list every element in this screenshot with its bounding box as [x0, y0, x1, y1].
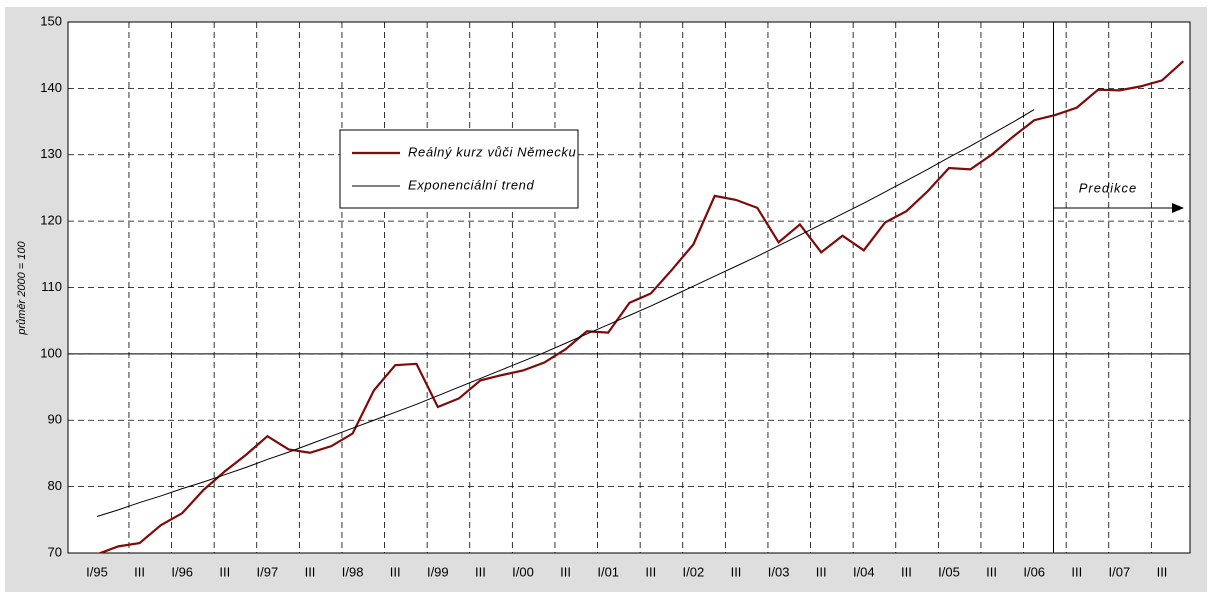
- x-tick-label: I/95: [86, 564, 108, 579]
- y-tick-label: 130: [40, 146, 62, 161]
- y-tick-label: 100: [40, 345, 62, 360]
- y-tick-label: 120: [40, 213, 62, 228]
- x-tick-label: III: [731, 564, 742, 579]
- arrow-head: [1172, 203, 1184, 213]
- x-tick-label: I/00: [512, 564, 534, 579]
- series-group: [96, 60, 1185, 553]
- x-tick-label: I/07: [1109, 564, 1131, 579]
- legend-label: Reálný kurz vůči Německu: [408, 144, 576, 159]
- x-tick-label: I/96: [171, 564, 193, 579]
- x-tick-label: I/06: [1023, 564, 1045, 579]
- y-tick-label: 80: [48, 478, 62, 493]
- x-tick-label: I/99: [427, 564, 449, 579]
- x-tick-label: III: [560, 564, 571, 579]
- x-tick-label: I/02: [683, 564, 705, 579]
- x-tick-label: III: [645, 564, 656, 579]
- x-tick-label: I/01: [597, 564, 619, 579]
- prediction-label: Predikce: [1079, 180, 1138, 195]
- legend-box: [339, 129, 579, 209]
- y-axis-label: průměr 2000 = 100: [16, 240, 28, 335]
- x-tick-label: III: [901, 564, 912, 579]
- x-tick-label: III: [475, 564, 486, 579]
- y-tick-label: 70: [48, 544, 62, 559]
- x-tick-label: III: [219, 564, 230, 579]
- y-tick-label: 150: [40, 13, 62, 28]
- x-tick-label: III: [816, 564, 827, 579]
- x-tick-label: I/04: [853, 564, 875, 579]
- x-tick-label: III: [986, 564, 997, 579]
- y-tick-label: 90: [48, 412, 62, 427]
- y-tick-label: 140: [40, 80, 62, 95]
- legend-label: Exponenciální trend: [408, 177, 534, 192]
- x-tick-label: I/98: [342, 564, 364, 579]
- x-tick-label: III: [134, 564, 145, 579]
- y-tick-label: 110: [41, 279, 62, 294]
- x-tick-label: I/05: [938, 564, 960, 579]
- x-tick-label: III: [1071, 564, 1082, 579]
- x-tick-label: III: [305, 564, 316, 579]
- x-tick-label: I/97: [257, 564, 279, 579]
- series-line: [96, 109, 1035, 517]
- x-tick-label: III: [390, 564, 401, 579]
- series-line: [97, 60, 1185, 553]
- x-tick-label: I/03: [768, 564, 790, 579]
- x-tick-label: III: [1157, 564, 1168, 579]
